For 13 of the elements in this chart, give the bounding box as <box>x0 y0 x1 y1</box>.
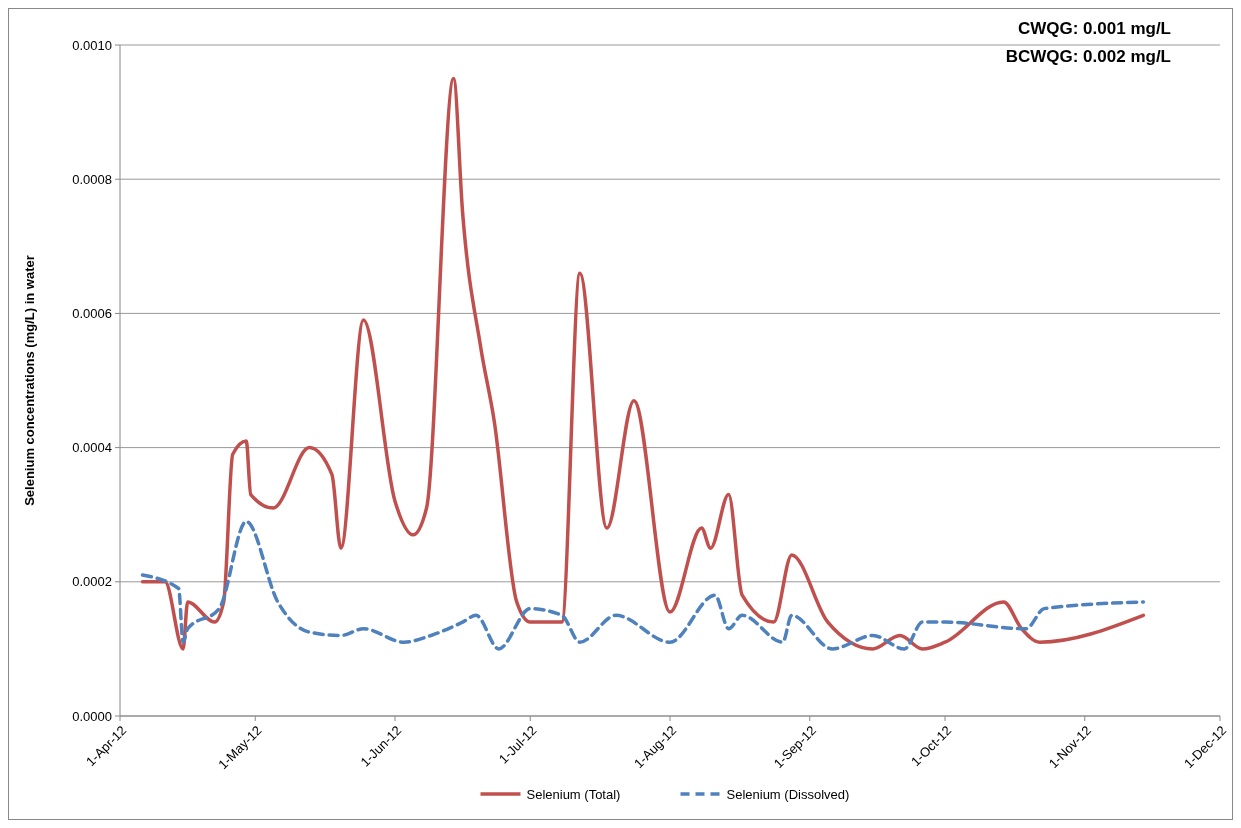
y-tick-label: 0.0002 <box>72 574 112 590</box>
y-tick-label: 0.0006 <box>72 305 112 321</box>
legend-label: Selenium (Total) <box>526 786 621 802</box>
legend-label: Selenium (Dissolved) <box>726 786 850 802</box>
line-series <box>140 519 1146 651</box>
y-tick-label: 0.0000 <box>72 708 112 724</box>
y-tick-label: 0.0010 <box>72 37 112 53</box>
line-series <box>140 76 1146 651</box>
y-tick-label: 0.0008 <box>72 171 112 187</box>
y-tick-label: 0.0004 <box>72 440 112 456</box>
y-axis-title: Selenium concentrations (mg/L) in water <box>22 255 37 506</box>
text: CWQG: 0.001 mg/L <box>1017 19 1171 38</box>
annotation: BCWQG: 0.002 mg/L <box>1005 47 1171 66</box>
